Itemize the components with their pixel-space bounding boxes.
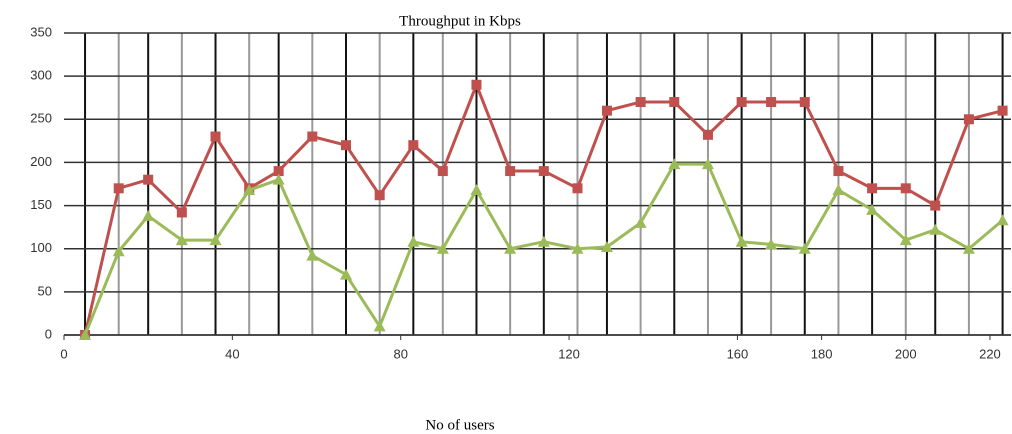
x-tick-label: 80	[393, 346, 407, 361]
marker	[112, 245, 125, 257]
y-tick-label: 0	[45, 326, 52, 341]
marker	[832, 184, 845, 196]
marker	[735, 235, 748, 247]
chart-title: Throughput in Kbps	[399, 13, 521, 29]
x-tick-label: 220	[979, 346, 1001, 361]
marker	[471, 79, 482, 90]
marker	[272, 173, 285, 185]
marker	[504, 242, 517, 254]
marker	[143, 174, 154, 185]
y-tick-label: 250	[30, 111, 52, 126]
y-tick-label: 100	[30, 240, 52, 255]
x-tick-label: 40	[225, 346, 239, 361]
marker	[408, 140, 419, 151]
marker	[538, 166, 549, 177]
marker	[997, 105, 1008, 116]
marker	[436, 242, 449, 254]
marker	[537, 235, 550, 247]
marker	[635, 97, 646, 108]
marker	[900, 183, 911, 194]
x-tick-label: 120	[558, 346, 580, 361]
marker	[930, 200, 941, 211]
marker	[307, 131, 318, 142]
marker	[176, 207, 187, 218]
marker	[702, 129, 713, 140]
marker	[175, 234, 188, 246]
marker	[669, 97, 680, 108]
marker	[571, 242, 584, 254]
marker	[601, 105, 612, 116]
marker	[962, 242, 975, 254]
marker	[339, 268, 352, 280]
marker	[668, 158, 681, 170]
marker	[798, 242, 811, 254]
marker	[736, 97, 747, 108]
marker	[209, 234, 222, 246]
marker	[799, 97, 810, 108]
x-axis-label: No of users	[425, 417, 494, 433]
marker	[243, 184, 256, 196]
x-tick-label: 160	[727, 346, 749, 361]
marker	[273, 166, 284, 177]
marker	[437, 166, 448, 177]
marker	[407, 235, 420, 247]
y-tick-label: 50	[38, 283, 52, 298]
y-tick-label: 350	[30, 24, 52, 39]
marker	[929, 223, 942, 235]
marker	[572, 183, 583, 194]
marker	[505, 166, 516, 177]
marker	[765, 238, 778, 250]
y-tick-label: 150	[30, 197, 52, 212]
marker	[867, 183, 878, 194]
marker	[996, 214, 1009, 226]
marker	[470, 184, 483, 196]
y-tick-label: 200	[30, 154, 52, 169]
marker	[866, 203, 879, 215]
marker	[373, 320, 386, 332]
marker	[340, 140, 351, 151]
y-tick-label: 300	[30, 68, 52, 83]
x-tick-label: 180	[811, 346, 833, 361]
marker	[79, 329, 92, 340]
marker	[600, 240, 613, 252]
marker	[963, 114, 974, 125]
marker	[833, 166, 844, 177]
x-tick-label: 0	[60, 346, 67, 361]
marker	[113, 183, 124, 194]
marker	[374, 190, 385, 201]
marker	[306, 249, 319, 261]
marker	[634, 216, 647, 228]
x-tick-label: 200	[895, 346, 917, 361]
marker	[701, 158, 714, 170]
marker	[210, 131, 221, 142]
marker	[899, 234, 912, 246]
marker	[766, 97, 777, 108]
marker	[142, 209, 155, 221]
